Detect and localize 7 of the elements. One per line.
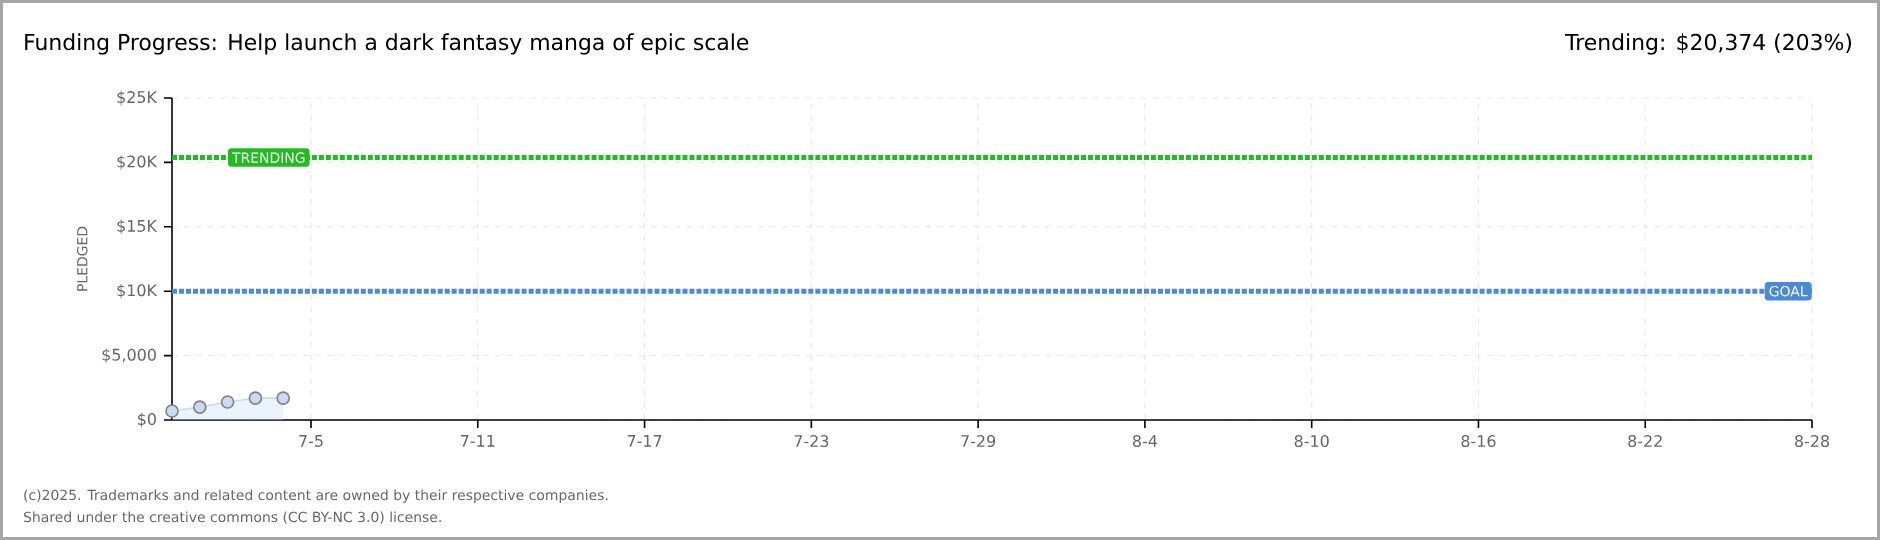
point xyxy=(248,391,263,405)
chart-title: Funding Progress: Help launch a dark fantasy manga of epic scale xyxy=(25,33,749,55)
point xyxy=(276,391,290,405)
chart-subtitle: Trending: $20,374 (203%) xyxy=(1564,33,1852,55)
point xyxy=(220,395,235,409)
point xyxy=(165,404,179,418)
point xyxy=(193,400,207,414)
